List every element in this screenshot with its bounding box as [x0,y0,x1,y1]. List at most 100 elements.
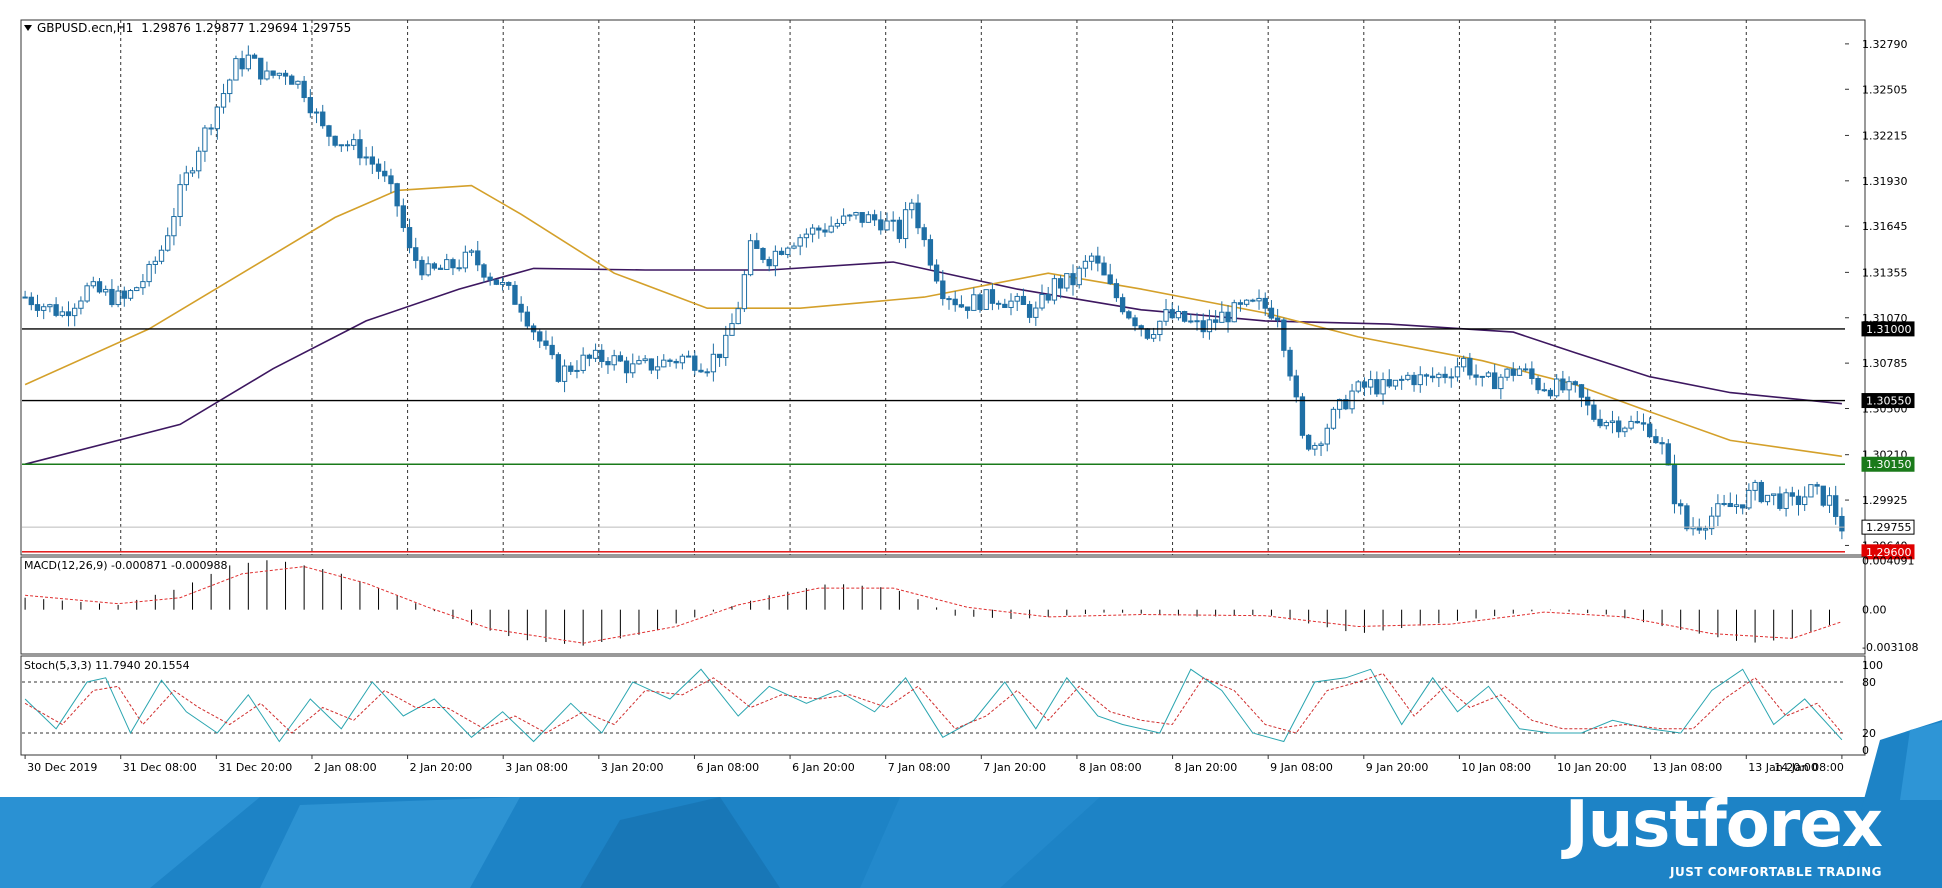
candle-body [357,139,363,159]
candle-body [605,360,611,366]
level-label: 1.31000 [1866,323,1912,336]
candle-body [1212,319,1219,323]
candle-body [276,72,282,76]
stoch-grid: 100 80 20 0 [22,659,1883,757]
stoch-tick-label: 20 [1862,727,1876,740]
candle-body [462,251,469,269]
candle-body [245,54,251,70]
candle-body [47,304,53,308]
candle-body [1460,357,1467,368]
candle-body [778,250,785,255]
stoch-tick-label: 80 [1862,676,1876,689]
candle-body [1398,378,1405,381]
level-label: 1.30150 [1866,458,1912,471]
candle-body [1510,368,1516,376]
candle-body [1175,311,1182,319]
candle-body [741,274,748,310]
candle-body [1417,374,1423,386]
candle-body [654,366,661,371]
candle-body [400,205,407,229]
candle-body [1491,372,1498,390]
candle-body [1082,260,1089,269]
candle-body [549,344,555,356]
candle-body [208,127,214,130]
candle-body [1771,493,1777,496]
candle-body [623,360,630,374]
candle-body [1305,434,1312,450]
candle-body [121,290,127,299]
candle-body [1181,311,1188,322]
x-tick-label: 31 Dec 08:00 [123,761,197,774]
candle-body [90,281,96,287]
candle-body [679,355,686,364]
price-tick-label: 1.30785 [1862,357,1908,370]
candle-body [444,259,450,270]
candle-body [1380,379,1386,395]
candle-body [301,80,307,99]
candle-body [375,163,382,172]
candle-body [1324,427,1330,445]
x-tick-label: 8 Jan 20:00 [1175,761,1238,774]
candle-body [431,263,438,269]
candle-body [251,54,258,59]
candle-body [1566,381,1572,391]
candle-body [1647,423,1653,438]
candle-body [140,281,146,289]
x-tick-label: 10 Jan 20:00 [1557,761,1627,774]
candle-body [53,304,59,316]
candle-body [940,280,946,300]
candle-body [1374,379,1380,395]
candle-body [747,240,754,276]
macd-panel[interactable] [20,556,1866,655]
candle-body [1591,404,1597,420]
candle-body [1603,422,1609,427]
candle-body [1839,515,1845,532]
candle-body [865,214,872,223]
candle-body [1783,492,1789,509]
candle-body [344,144,351,147]
price-tick-label: 1.29925 [1862,494,1908,507]
candle-body [456,267,462,270]
candle-body [1727,502,1733,508]
candle-body [1764,494,1771,503]
candle-body [59,311,65,316]
candle-body [772,250,779,267]
candle-body [1262,297,1268,309]
candle-body [270,70,276,76]
x-tick-label: 8 Jan 08:00 [1079,761,1142,774]
candle-body [785,247,791,255]
candle-body [822,229,828,233]
candle-body [543,340,549,346]
candle-body [1367,379,1374,388]
candle-body [661,359,667,368]
candle-body [425,263,431,276]
candle-body [1622,427,1628,433]
candle-body [698,369,704,373]
x-tick-label: 14 Jan 08:00 [1774,761,1844,774]
candle-body [1535,377,1541,391]
stoch-panel[interactable] [20,655,1866,756]
candle-body [1163,309,1169,322]
level-label: 1.29600 [1866,546,1912,559]
candle-body [1287,349,1293,377]
candle-body [1076,267,1082,286]
candle-body [611,355,617,366]
candle-body [1746,489,1752,509]
candle-body [1064,273,1070,289]
candle-body [636,360,642,365]
candle-body [388,175,394,185]
stoch-tick-label: 0 [1862,744,1869,757]
candle-body [363,156,369,159]
candle-body [809,227,816,235]
candle-body [475,250,481,266]
candle-body [158,249,165,262]
symbol-dropdown-icon[interactable] [24,25,32,31]
level-badge [1861,393,1915,409]
candle-body [1448,376,1454,379]
candle-body [72,307,78,317]
candle-body [1231,302,1237,323]
candle-body [1008,300,1014,308]
candle-body [1206,319,1213,333]
candle-body [1051,278,1058,301]
